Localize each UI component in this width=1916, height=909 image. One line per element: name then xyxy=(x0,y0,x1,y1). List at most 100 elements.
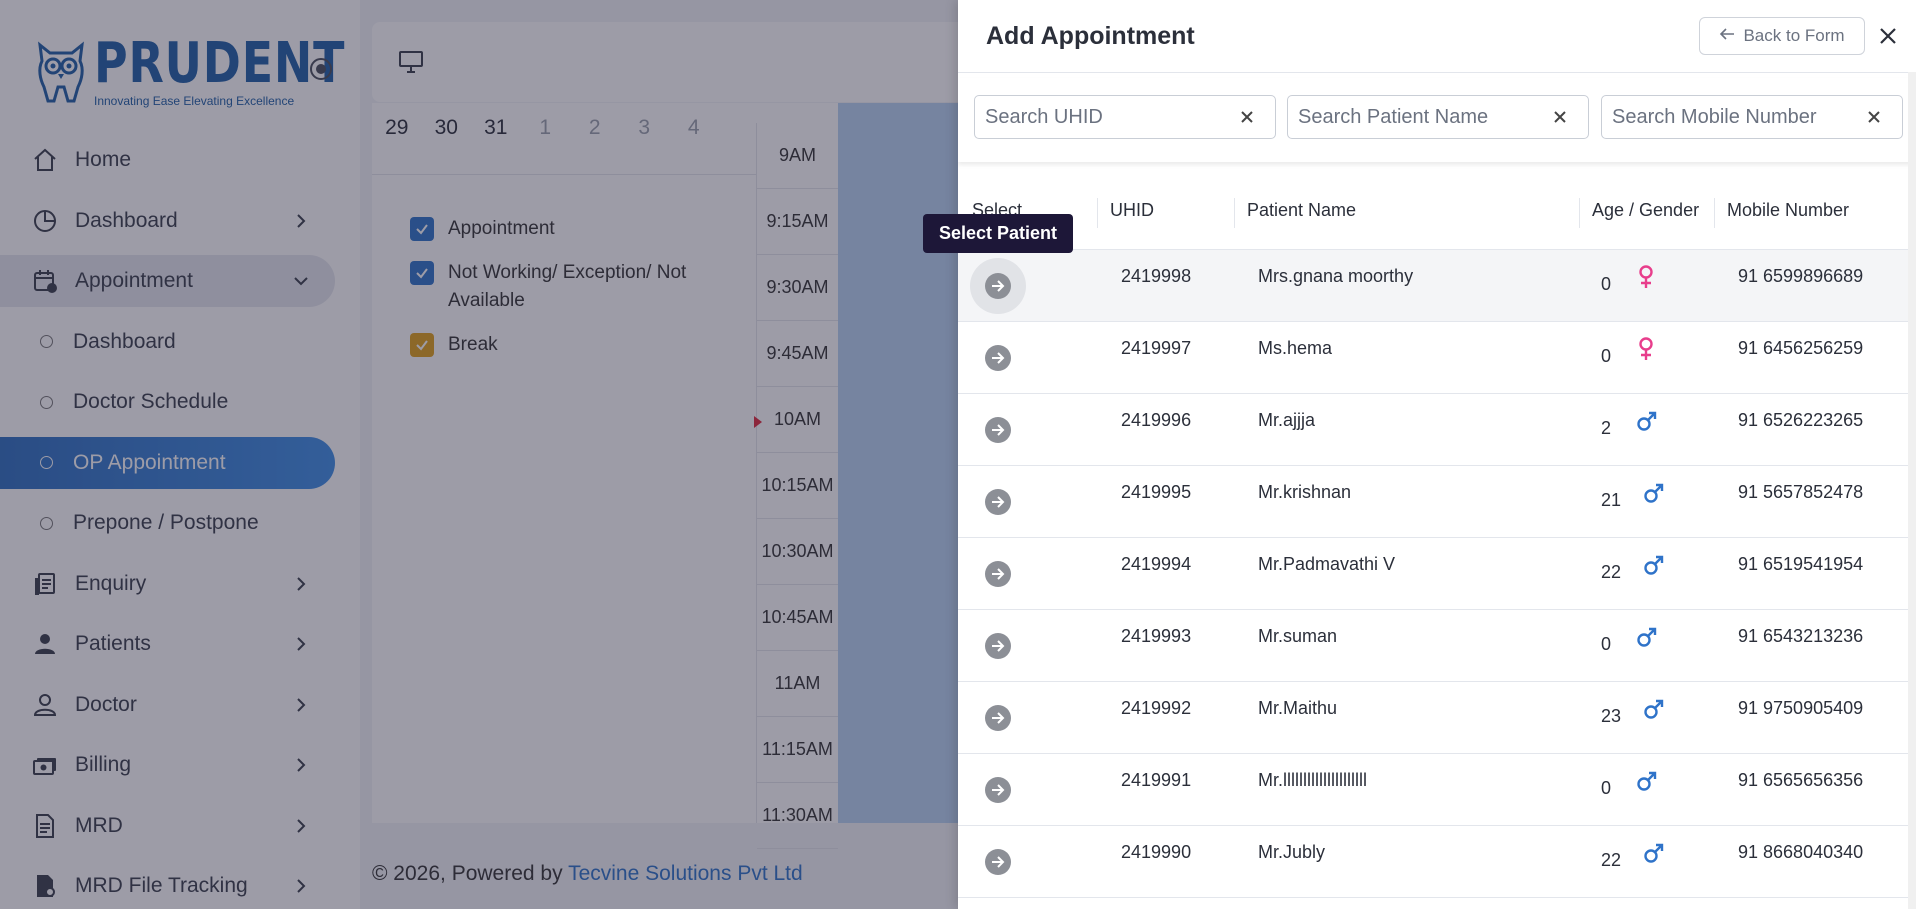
close-button[interactable] xyxy=(1873,21,1903,51)
brand-name: PRUDENT xyxy=(94,31,346,96)
date-cell[interactable]: 1 xyxy=(539,116,552,139)
table-row[interactable]: 2419994 Mr.Padmavathi V 22 91 6519541954 xyxy=(958,538,1916,610)
select-patient-button[interactable] xyxy=(985,489,1011,515)
clear-icon[interactable] xyxy=(1866,109,1882,125)
clear-icon[interactable] xyxy=(1239,109,1255,125)
legend-item-break[interactable]: Break xyxy=(410,331,748,359)
time-label: 9:15AM xyxy=(757,189,838,255)
arrow-right-icon xyxy=(992,568,1005,580)
drawer-scrollbar[interactable] xyxy=(1908,72,1916,909)
time-label: 10:30AM xyxy=(757,519,838,585)
male-icon xyxy=(1644,483,1664,503)
table-row[interactable]: 2419991 Mr.lllllllllllllllllllll 0 91 65… xyxy=(958,754,1916,826)
female-icon xyxy=(1639,337,1653,360)
brand-logo[interactable]: PRUDENT Innovating Ease Elevating Excell… xyxy=(34,36,400,108)
sidebar-item-mrd[interactable]: MRD xyxy=(0,800,360,852)
sidebar-subitem-op-appointment[interactable]: OP Appointment xyxy=(0,436,335,489)
search-mobile-number-input[interactable] xyxy=(1612,105,1852,129)
sidebar-item-mrd-file-tracking[interactable]: MRD File Tracking xyxy=(0,860,360,909)
table-row[interactable]: 2419998 Mrs.gnana moorthy 0 91 659989668… xyxy=(958,250,1916,322)
chevron-right-icon xyxy=(297,213,306,228)
sidebar-item-billing[interactable]: Billing xyxy=(0,739,360,791)
mobile-number-cell: 91 6456256259 xyxy=(1738,338,1864,358)
sidebar-toggle-button[interactable] xyxy=(310,58,332,80)
search-uhid-input[interactable] xyxy=(985,105,1225,129)
date-cell[interactable]: 29 xyxy=(385,116,409,139)
column-header-mobile-number[interactable]: Mobile Number xyxy=(1727,200,1850,220)
circle-bullet-icon xyxy=(40,516,53,530)
time-label: 11:30AM xyxy=(757,783,838,849)
search-patient-name-field[interactable] xyxy=(1287,95,1589,139)
sidebar-item-enquiry[interactable]: Enquiry xyxy=(0,558,360,610)
sidebar-item-appointment[interactable]: Appointment xyxy=(0,255,335,307)
mobile-number-cell: 91 6526223265 xyxy=(1738,410,1864,430)
time-label: 11:15AM xyxy=(757,717,838,783)
footer: © 2026, Powered by Tecvine Solutions Pvt… xyxy=(372,862,803,886)
select-patient-button[interactable] xyxy=(985,417,1011,443)
column-header-uhid[interactable]: UHID xyxy=(1110,200,1154,220)
male-icon xyxy=(1637,411,1657,431)
checkbox-checked-icon[interactable] xyxy=(410,333,434,357)
chevron-right-icon xyxy=(297,576,306,591)
footer-link[interactable]: Tecvine Solutions Pvt Ltd xyxy=(568,862,803,885)
sidebar-subitem-prepone-postpone[interactable]: Prepone / Postpone xyxy=(0,497,360,549)
select-patient-button[interactable] xyxy=(985,345,1011,371)
calendar-legend: Appointment Not Working/ Exception/ Not … xyxy=(410,215,748,375)
column-divider xyxy=(1714,198,1715,228)
sidebar-subitem-doctor-schedule[interactable]: Doctor Schedule xyxy=(0,376,360,428)
select-patient-button[interactable] xyxy=(985,273,1011,299)
current-time-marker xyxy=(754,416,762,428)
legend-label: Not Working/ Exception/ Not Available xyxy=(448,262,687,311)
table-row[interactable]: 2419995 Mr.krishnan 21 91 5657852478 xyxy=(958,466,1916,538)
date-cell[interactable]: 2 xyxy=(588,116,601,139)
table-row[interactable]: 2419990 Mr.Jubly 22 91 8668040340 xyxy=(958,826,1916,898)
date-cell[interactable]: 3 xyxy=(638,116,651,139)
search-mobile-number-field[interactable] xyxy=(1601,95,1903,139)
search-uhid-field[interactable] xyxy=(974,95,1276,139)
legend-item-not-working[interactable]: Not Working/ Exception/ Not Available xyxy=(410,259,748,315)
sidebar-item-patients[interactable]: Patients xyxy=(0,618,360,670)
arrow-right-icon xyxy=(992,352,1005,364)
sidebar-item-dashboard[interactable]: Dashboard xyxy=(0,195,360,247)
date-cell[interactable]: 30 xyxy=(434,116,458,139)
checkbox-checked-icon[interactable] xyxy=(410,217,434,241)
sidebar-item-doctor[interactable]: Doctor xyxy=(0,679,360,731)
time-label: 10:45AM xyxy=(757,585,838,651)
uhid-cell: 2419990 xyxy=(1121,842,1192,862)
monitor-icon[interactable] xyxy=(398,50,424,74)
legend-item-appointment[interactable]: Appointment xyxy=(410,215,748,243)
uhid-cell: 2419994 xyxy=(1121,554,1192,574)
circle-bullet-icon xyxy=(40,395,53,409)
sidebar: PRUDENT Innovating Ease Elevating Excell… xyxy=(0,0,360,909)
patient-name-cell: Mr.krishnan xyxy=(1258,482,1352,502)
table-row[interactable]: 2419993 Mr.suman 0 91 6543213236 xyxy=(958,610,1916,682)
column-header-age-gender[interactable]: Age / Gender xyxy=(1592,200,1700,220)
select-patient-button[interactable] xyxy=(985,777,1011,803)
sidebar-subitem-dashboard[interactable]: Dashboard xyxy=(0,316,360,368)
table-row[interactable]: 2419992 Mr.Maithu 23 91 9750905409 xyxy=(958,682,1916,754)
table-row[interactable]: 2419997 Ms.hema 0 91 6456256259 xyxy=(958,322,1916,394)
checkbox-checked-icon[interactable] xyxy=(410,261,434,285)
patient-name-cell: Mr.ajjja xyxy=(1258,410,1316,430)
add-appointment-drawer: Add Appointment Back to Form Select UHID… xyxy=(958,0,1916,909)
clear-icon[interactable] xyxy=(1552,109,1568,125)
file-icon xyxy=(32,813,58,839)
circle-bullet-icon xyxy=(40,456,53,469)
table-row[interactable]: 2419996 Mr.ajjja 2 91 6526223265 xyxy=(958,394,1916,466)
sidebar-item-home[interactable]: Home xyxy=(0,134,360,186)
select-patient-button[interactable] xyxy=(985,561,1011,587)
select-patient-button[interactable] xyxy=(985,705,1011,731)
date-cell[interactable]: 31 xyxy=(484,116,508,139)
date-cell[interactable]: 4 xyxy=(687,116,700,139)
select-patient-button[interactable] xyxy=(985,849,1011,875)
age-cell: 0 xyxy=(1601,274,1612,294)
sidebar-item-label: Enquiry xyxy=(75,571,147,595)
calendar-clock-icon xyxy=(32,268,58,294)
back-to-form-button[interactable]: Back to Form xyxy=(1699,17,1865,55)
modal-backdrop[interactable] xyxy=(0,0,958,909)
column-header-patient-name[interactable]: Patient Name xyxy=(1247,200,1357,220)
owl-tooth-logo-icon xyxy=(38,41,84,103)
search-patient-name-input[interactable] xyxy=(1298,105,1538,129)
select-patient-button[interactable] xyxy=(985,633,1011,659)
search-bar xyxy=(958,78,1916,162)
